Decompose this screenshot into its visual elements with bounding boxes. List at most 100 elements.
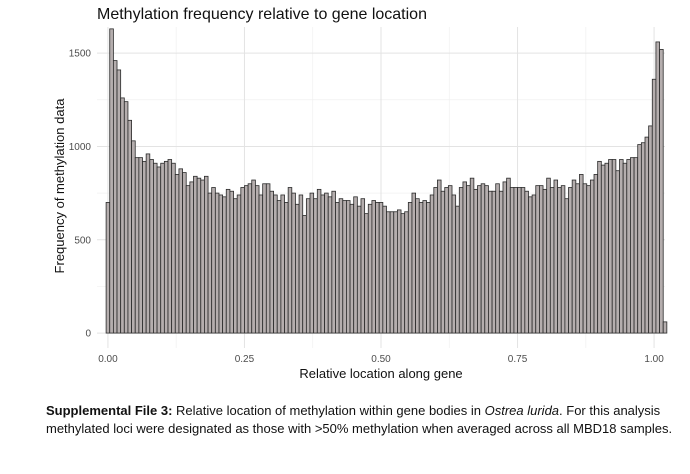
- histogram-bar: [349, 203, 355, 334]
- histogram-figure: Methylation frequency relative to gene l…: [52, 6, 668, 381]
- histogram-bar: [597, 160, 602, 334]
- x-tick-label: 0.25: [235, 354, 255, 365]
- histogram-bar: [185, 185, 191, 334]
- caption-text-before-species: Relative location of methylation within …: [172, 403, 485, 418]
- histogram-bar: [149, 159, 154, 334]
- histogram-bar: [327, 196, 333, 334]
- histogram-bar: [225, 188, 231, 334]
- histogram-bar: [393, 211, 398, 334]
- histogram-bar: [509, 187, 515, 334]
- histogram-bar: [233, 198, 238, 334]
- histogram-bar: [280, 194, 285, 334]
- histogram-bar: [568, 187, 573, 334]
- histogram-bar: [171, 162, 176, 334]
- histogram-bar: [313, 198, 318, 334]
- histogram-bar: [604, 162, 609, 334]
- histogram-bar: [520, 187, 526, 334]
- histogram-bar: [123, 101, 129, 334]
- histogram-bar: [531, 194, 537, 334]
- histogram-bar: [589, 179, 595, 334]
- histogram-bar: [276, 200, 282, 334]
- histogram-bar: [207, 192, 213, 334]
- histogram-bar: [138, 157, 143, 334]
- histogram-bar: [116, 69, 122, 334]
- histogram-bar: [444, 187, 449, 334]
- histogram-bar: [229, 190, 234, 334]
- histogram-bar: [371, 200, 376, 334]
- histogram-bar: [222, 196, 227, 334]
- histogram-bar: [480, 183, 486, 334]
- histogram-bar: [473, 188, 478, 334]
- histogram-bar: [615, 170, 620, 334]
- histogram-bar: [178, 168, 183, 334]
- histogram-bar: [560, 185, 566, 334]
- histogram-bar: [440, 190, 446, 334]
- y-tick-label: 500: [74, 235, 91, 246]
- histogram-bar: [433, 187, 438, 334]
- x-axis-tick-labels: 0.00 0.25 0.50 0.75 1.00: [98, 354, 664, 365]
- histogram-bar: [422, 200, 427, 334]
- histogram-bar: [287, 187, 293, 334]
- histogram-bar: [142, 160, 147, 334]
- histogram-bar: [437, 179, 442, 334]
- histogram-bar: [320, 194, 325, 334]
- chart-title: Methylation frequency relative to gene l…: [97, 6, 427, 23]
- histogram-bar: [346, 200, 351, 334]
- histogram-bar: [134, 157, 140, 334]
- histogram-bar: [539, 185, 544, 334]
- histogram-bar: [582, 183, 588, 334]
- caption-label: Supplemental File 3:: [46, 403, 173, 418]
- histogram-bar: [447, 185, 453, 334]
- x-tick-label: 0.50: [371, 354, 391, 365]
- histogram-bar: [571, 179, 577, 334]
- histogram-bar: [367, 203, 373, 334]
- caption-text-after-species: . For this analysis methylated loci were…: [46, 403, 673, 436]
- histogram-bar: [524, 190, 529, 334]
- x-tick-label: 0.75: [508, 354, 528, 365]
- histogram-bar: [557, 187, 562, 334]
- histogram-bar: [542, 188, 548, 334]
- histogram-bar: [342, 200, 347, 334]
- histogram-bar: [295, 203, 300, 334]
- histogram-bar: [640, 142, 646, 334]
- histogram-bar: [619, 159, 624, 334]
- histogram-bar: [105, 202, 111, 334]
- histogram-bar: [338, 198, 344, 334]
- histogram-bar: [553, 179, 559, 334]
- histogram-bar: [575, 183, 580, 334]
- histogram-bar: [353, 196, 358, 334]
- histogram-bar: [160, 162, 165, 334]
- histogram-bar: [273, 194, 278, 334]
- histogram-bar: [214, 192, 220, 334]
- histogram-bar: [258, 194, 264, 334]
- histogram-bar: [593, 174, 599, 334]
- histogram-bar: [462, 181, 467, 334]
- histogram-bar: [236, 194, 242, 334]
- histogram-bar: [648, 125, 653, 334]
- histogram-bar: [491, 190, 497, 334]
- histogram-bar: [389, 211, 395, 334]
- histogram-bar: [415, 198, 420, 334]
- histogram-bar: [458, 187, 464, 334]
- histogram-bar: [488, 190, 493, 334]
- histogram-bar: [466, 185, 471, 334]
- histogram-bar: [426, 202, 431, 334]
- histogram-bar: [309, 192, 315, 334]
- histogram-bar: [211, 187, 216, 334]
- x-tick-label: 1.00: [644, 354, 664, 365]
- histogram-bar: [156, 166, 162, 334]
- histogram-bar: [382, 205, 387, 334]
- histogram-bar: [324, 192, 329, 334]
- histogram-bar: [498, 190, 504, 334]
- histogram-bar: [200, 179, 205, 334]
- histogram-bar: [622, 162, 628, 334]
- histogram-bar: [517, 187, 522, 334]
- histogram-bar: [120, 97, 125, 334]
- histogram-bar: [244, 185, 249, 334]
- histogram-bar: [269, 190, 274, 334]
- histogram-bars: [105, 28, 668, 334]
- histogram-bar: [633, 157, 639, 334]
- histogram-bar: [189, 181, 194, 334]
- histogram-bar: [659, 48, 664, 334]
- histogram-bar: [469, 177, 475, 334]
